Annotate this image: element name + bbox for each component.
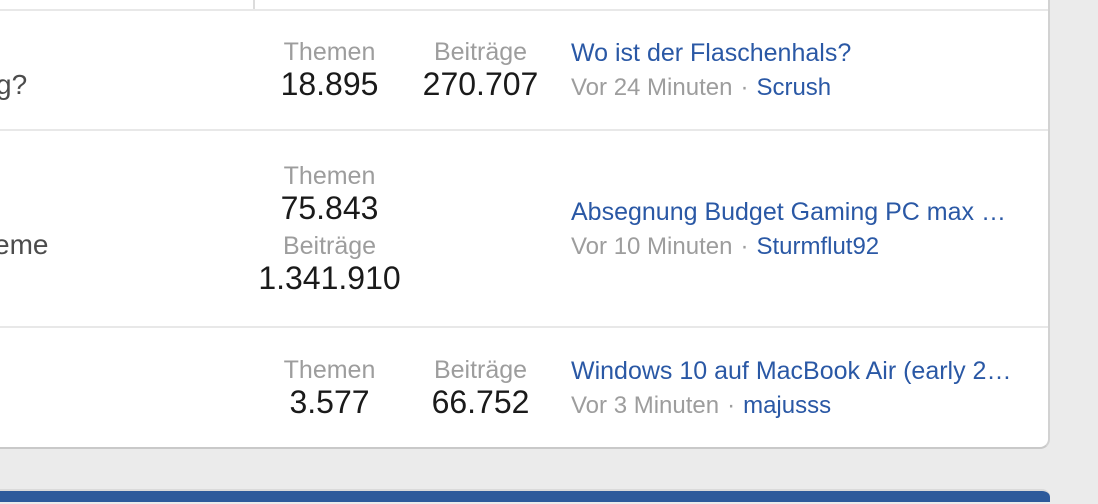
latest-post-meta: Vor 24 Minuten · Scrush <box>571 73 1048 103</box>
forum-name-link[interactable]: eme <box>0 229 49 260</box>
forum-name-link[interactable]: g? <box>0 69 28 100</box>
meta-separator: · <box>727 391 736 419</box>
latest-post-meta: Vor 10 Minuten · Sturmflut92 <box>571 232 1048 262</box>
stat-label: Beiträge <box>433 355 528 384</box>
latest-post-title-link[interactable]: Absegnung Budget Gaming PC max … <box>571 197 1006 226</box>
forum-row: g? Themen 18.895 Beiträge 270.707 Wo ist… <box>0 11 1048 131</box>
forum-stats: Themen 3.577 Beiträge 66.752 <box>254 328 556 447</box>
latest-post-title-link[interactable]: Wo ist der Flaschenhals? <box>571 39 852 67</box>
stat-value: 1.341.910 <box>258 259 401 296</box>
meta-separator: · <box>740 74 749 101</box>
stat-label: Beiträge <box>282 231 377 260</box>
latest-post-meta: Vor 3 Minuten · majusss <box>571 391 1048 421</box>
stat-label: Beiträge <box>433 38 528 66</box>
forum-row: Themen 3.577 Beiträge 66.752 Windows 10 … <box>0 328 1048 447</box>
stat-value: 18.895 <box>280 66 379 102</box>
stat-value: 75.843 <box>280 189 379 226</box>
stat-value: 3.577 <box>289 383 370 420</box>
forum-stats: Themen 75.843 Beiträge 1.341.910 <box>254 131 556 326</box>
stat-beitraege: Beiträge 270.707 <box>405 38 556 102</box>
section-header-bar <box>0 489 1050 502</box>
stat-value: 66.752 <box>431 383 530 420</box>
latest-post-author-link[interactable]: Sturmflut92 <box>756 232 880 260</box>
forum-name-cell: g? <box>0 11 254 129</box>
stat-beitraege: Beiträge 1.341.910 <box>254 232 405 296</box>
forum-list-panel: g? Themen 18.895 Beiträge 270.707 Wo ist… <box>0 0 1050 449</box>
stat-beitraege: Beiträge 66.752 <box>405 356 556 420</box>
latest-post-title-link[interactable]: Windows 10 auf MacBook Air (early 2… <box>571 356 1012 385</box>
latest-post-cell: Wo ist der Flaschenhals? Vor 24 Minuten ·… <box>556 11 1048 129</box>
latest-post-time: Vor 24 Minuten <box>571 74 733 101</box>
stat-label: Themen <box>283 38 376 66</box>
latest-post-time: Vor 10 Minuten <box>571 232 733 260</box>
latest-post-author-link[interactable]: Scrush <box>756 74 832 101</box>
forum-row: eme Themen 75.843 Beiträge 1.341.910 Abs… <box>0 131 1048 328</box>
stat-themen: Themen 3.577 <box>254 356 405 420</box>
stat-value: 270.707 <box>422 66 539 102</box>
stat-label: Themen <box>283 355 376 384</box>
column-divider <box>253 0 255 9</box>
forum-name-cell <box>0 328 254 447</box>
meta-separator: · <box>740 232 749 260</box>
forum-stats: Themen 18.895 Beiträge 270.707 <box>254 11 556 129</box>
forum-name-cell: eme <box>0 131 254 326</box>
stat-label: Themen <box>283 161 376 190</box>
table-row-partial <box>0 0 1048 11</box>
stat-themen: Themen 18.895 <box>254 38 405 102</box>
latest-post-cell: Windows 10 auf MacBook Air (early 2… Vor… <box>556 328 1048 447</box>
stat-themen: Themen 75.843 <box>254 162 405 226</box>
latest-post-cell: Absegnung Budget Gaming PC max … Vor 10 … <box>556 131 1048 326</box>
latest-post-time: Vor 3 Minuten <box>571 391 720 419</box>
latest-post-author-link[interactable]: majusss <box>743 391 832 419</box>
